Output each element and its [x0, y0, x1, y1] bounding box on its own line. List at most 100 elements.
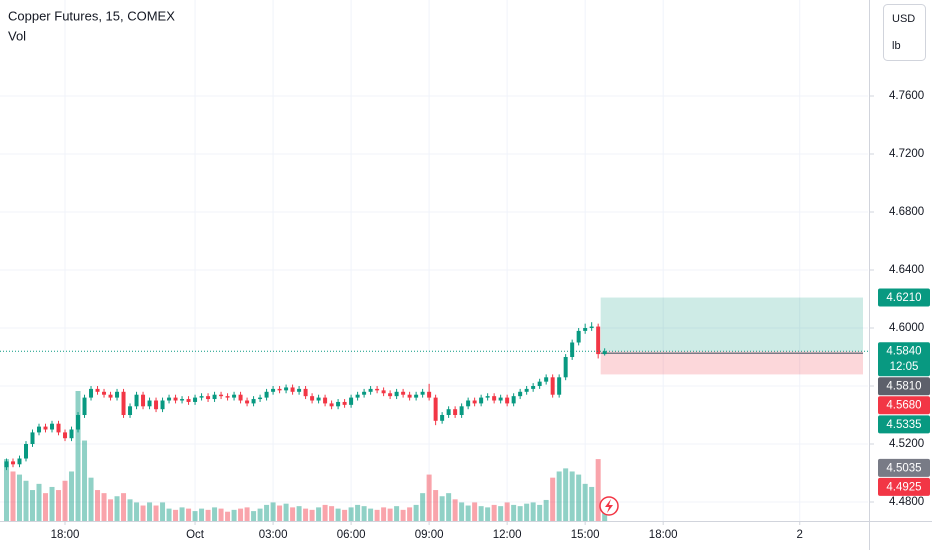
- alert-icon[interactable]: [599, 496, 619, 516]
- candle-body: [154, 400, 159, 410]
- volume-bar: [36, 483, 42, 521]
- candle-body: [602, 351, 607, 355]
- x-tick-label: Oct: [186, 529, 205, 541]
- candle-body: [24, 444, 29, 459]
- candle-body: [290, 387, 295, 392]
- alert-bolt[interactable]: [605, 499, 613, 513]
- volume-bar: [264, 504, 270, 521]
- volume-bar: [127, 499, 133, 521]
- volume-bar: [199, 508, 205, 521]
- candle-body: [316, 397, 321, 401]
- volume-bar: [244, 507, 250, 521]
- volume-bar: [56, 490, 62, 521]
- x-tick-label: 06:00: [337, 529, 366, 541]
- candle-body: [420, 391, 425, 395]
- candle-body: [576, 330, 581, 343]
- position-tool[interactable]: [600, 297, 863, 375]
- candle-body: [362, 391, 367, 395]
- candle-body: [453, 409, 458, 416]
- candle-body: [381, 390, 386, 394]
- volume-bar: [290, 507, 296, 521]
- volume-bar: [296, 506, 302, 521]
- volume-bar: [257, 508, 263, 521]
- volume-bar: [49, 486, 55, 521]
- candle-body: [225, 396, 230, 398]
- volume-bar: [75, 391, 81, 521]
- y-tick-label: 4.6800: [889, 206, 924, 218]
- unit-box[interactable]: [883, 4, 926, 61]
- candle-body: [238, 394, 243, 401]
- candle-body: [583, 327, 588, 331]
- candle-body: [4, 461, 9, 468]
- volume-bar: [355, 504, 361, 521]
- candle-body: [498, 397, 503, 401]
- y-tick-label: 4.6000: [889, 322, 924, 334]
- candle-body: [414, 394, 419, 398]
- candle-body: [570, 342, 575, 358]
- volume-bar: [62, 480, 68, 521]
- volume-bar: [82, 440, 88, 521]
- volume-bar: [452, 499, 458, 521]
- candle-body: [219, 394, 224, 397]
- candle-body: [264, 391, 269, 398]
- volume-bar: [316, 507, 322, 521]
- candle-body: [446, 409, 451, 416]
- volume-bar: [498, 506, 504, 521]
- volume-bar: [459, 502, 465, 521]
- unit[interactable]: lb: [892, 40, 901, 52]
- volume-bar: [309, 509, 315, 521]
- volume-bar: [511, 504, 517, 521]
- countdown: 12:05: [890, 361, 919, 373]
- volume-bar: [569, 471, 575, 521]
- volume-bar: [543, 499, 549, 521]
- candle-body: [102, 391, 107, 395]
- volume-bar: [192, 511, 198, 521]
- y-tick-label: 4.6400: [889, 264, 924, 276]
- candle-body: [505, 397, 510, 404]
- target-zone[interactable]: [600, 297, 863, 352]
- candle-body: [466, 400, 471, 407]
- candle-body: [160, 400, 165, 410]
- candle-body: [303, 388, 308, 397]
- price-label: 4.5035: [886, 462, 921, 474]
- volume-bar: [550, 477, 556, 521]
- volume-bar: [160, 502, 166, 521]
- volume-bar: [212, 507, 218, 521]
- candle-body: [69, 429, 74, 439]
- volume-bar: [225, 511, 231, 521]
- candle-body: [258, 397, 263, 400]
- volume-bar: [30, 490, 36, 521]
- candle-body: [401, 391, 406, 395]
- volume-bar: [173, 509, 179, 521]
- x-tick-label: 03:00: [259, 529, 288, 541]
- x-tick-label: 09:00: [415, 529, 444, 541]
- candle-body: [511, 396, 516, 404]
- y-tick-label: 4.7600: [889, 90, 924, 102]
- volume-bar: [394, 506, 400, 521]
- volume-bar: [426, 474, 432, 521]
- candle-body: [43, 426, 48, 430]
- volume-bar: [43, 493, 49, 521]
- price-label: 4.5810: [886, 381, 921, 393]
- candle-body: [147, 400, 152, 407]
- candle-body: [17, 458, 22, 465]
- volume-bar: [140, 505, 146, 521]
- price-label: 4.5680: [886, 400, 921, 412]
- volume-bar: [166, 508, 172, 521]
- volume-bar: [69, 471, 75, 521]
- candle-body: [56, 423, 61, 433]
- stop-zone[interactable]: [600, 351, 863, 375]
- volume-bar: [478, 506, 484, 521]
- candle-body: [232, 394, 237, 398]
- price-label-bg: [878, 396, 930, 415]
- currency[interactable]: USD: [892, 13, 915, 25]
- candle-body: [134, 394, 139, 407]
- candle-body: [284, 387, 289, 391]
- price-label: 4.6210: [886, 292, 921, 304]
- axes: 4.48004.52004.56004.60004.64004.68004.72…: [51, 90, 930, 541]
- candle-body: [329, 403, 334, 407]
- volume-bar: [537, 504, 543, 521]
- volume-bar: [589, 486, 595, 521]
